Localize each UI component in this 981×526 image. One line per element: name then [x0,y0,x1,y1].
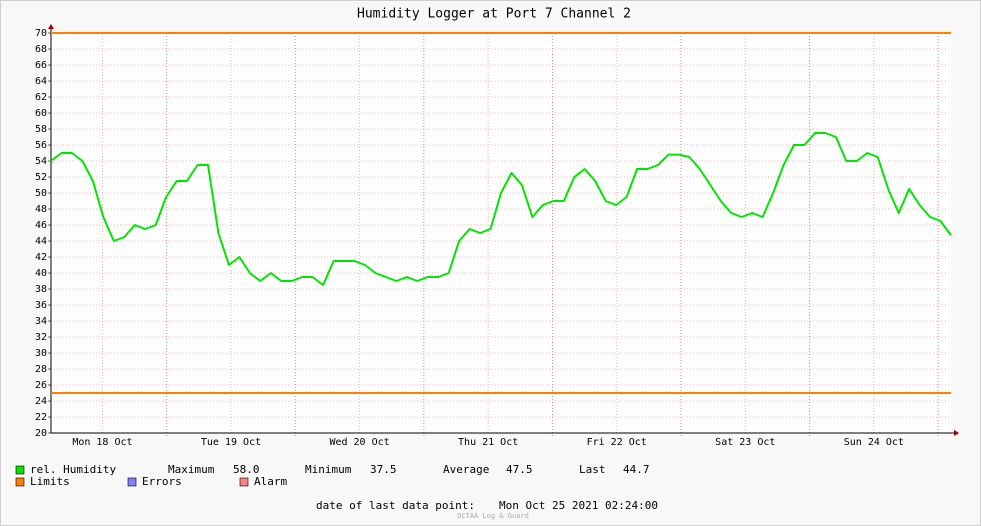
y-tick-label: 36 [35,300,47,311]
y-arrow [48,24,54,29]
legend-label: Errors [142,475,182,488]
y-tick-label: 46 [35,220,47,231]
y-tick-label: 26 [35,380,47,391]
legend-label: Alarm [254,475,287,488]
legend-swatch [15,477,25,487]
plot-area [51,33,951,433]
legend-swatch [127,477,137,487]
y-tick-label: 34 [35,316,47,327]
y-tick-label: 20 [35,428,47,439]
y-tick-label: 52 [35,172,47,183]
stat-label: Minimum [305,463,352,476]
y-tick-label: 70 [35,28,47,39]
y-tick-label: 44 [35,236,47,247]
y-tick-label: 30 [35,348,47,359]
series-line [50,132,952,286]
stat-value: 58.0 [233,463,260,476]
x-tick-label: Tue 19 Oct [201,437,261,448]
y-tick-label: 66 [35,60,47,71]
y-tick-label: 32 [35,332,47,343]
y-tick-label: 22 [35,412,47,423]
x-tick-label: Thu 21 Oct [458,437,518,448]
stat-value: 47.5 [506,463,533,476]
y-tick-label: 24 [35,396,47,407]
y-tick-label: 42 [35,252,47,263]
y-tick-label: 50 [35,188,47,199]
chart-title: Humidity Logger at Port 7 Channel 2 [357,7,631,22]
y-tick-label: 58 [35,124,47,135]
footer-label: date of last data point: [316,499,475,512]
watermark: OCTAA Log & Guard [457,512,529,520]
x-tick-label: Wed 20 Oct [329,437,389,448]
y-tick-label: 62 [35,92,47,103]
legend-label: rel. Humidity [30,463,116,476]
y-tick-label: 48 [35,204,47,215]
stat-value: 37.5 [370,463,397,476]
y-tick-label: 56 [35,140,47,151]
x-tick-label: Sat 23 Oct [715,437,775,448]
legend-swatch [239,477,249,487]
stat-label: Average [443,463,489,476]
legend-label: Limits [30,475,70,488]
x-arrow [954,430,959,436]
y-tick-label: 54 [35,156,47,167]
stat-label: Last [579,463,606,476]
footer-value: Mon Oct 25 2021 02:24:00 [499,499,658,512]
x-tick-label: Mon 18 Oct [72,437,132,448]
y-tick-label: 64 [35,76,47,87]
stat-value: 44.7 [623,463,650,476]
x-tick-label: Sun 24 Oct [844,437,904,448]
y-tick-label: 28 [35,364,47,375]
y-tick-label: 38 [35,284,47,295]
y-tick-label: 60 [35,108,47,119]
stat-label: Maximum [168,463,215,476]
legend-swatch [15,465,25,475]
y-tick-label: 40 [35,268,47,279]
y-tick-label: 68 [35,44,47,55]
x-tick-label: Fri 22 Oct [587,437,647,448]
